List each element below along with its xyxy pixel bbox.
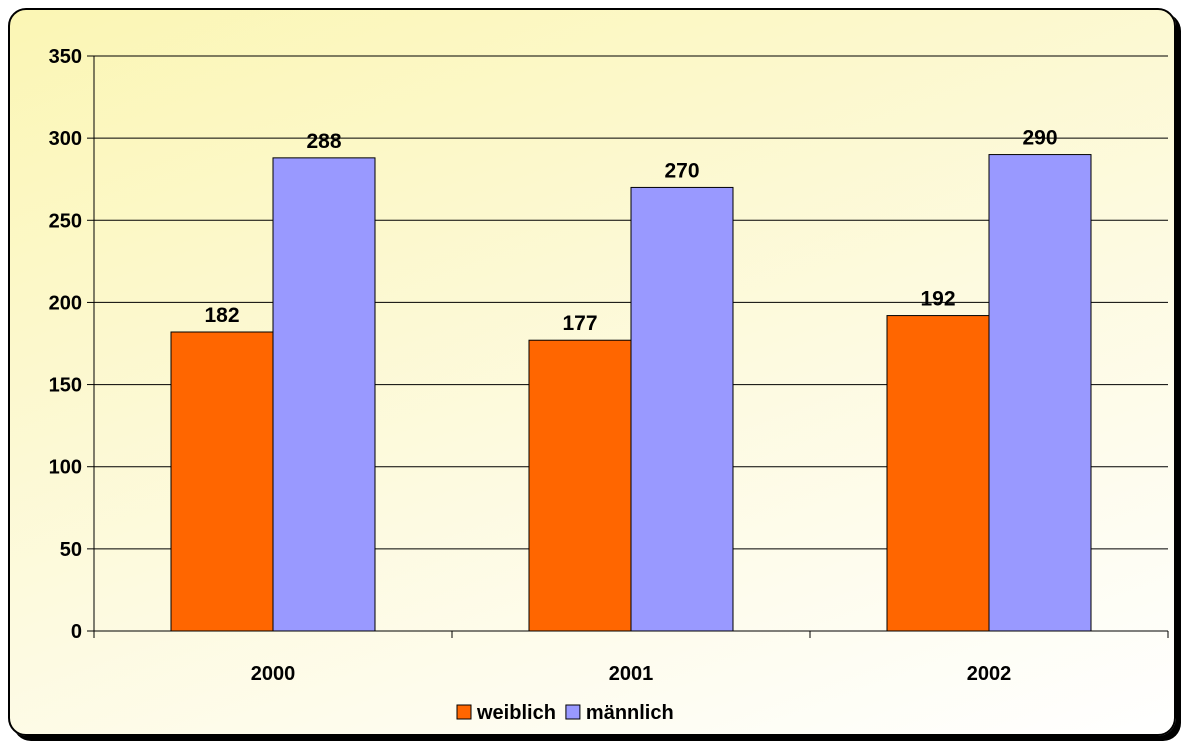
data-label: 288 [306,130,341,153]
data-label: 182 [204,304,239,327]
bar-männlich-2000 [272,157,376,632]
bar-weiblich-2002 [886,315,990,632]
y-tick-label: 50 [60,539,82,561]
bar-weiblich-2000 [170,331,274,632]
y-tick-label: 350 [49,46,82,68]
x-tick-label: 2001 [609,663,654,685]
bar-männlich-2002 [988,154,1092,632]
bar-weiblich-2001 [528,339,632,632]
y-tick-label: 0 [71,621,82,643]
legend: weiblich männlich [456,702,674,724]
y-tick-label: 200 [49,292,82,314]
x-axis-ticks: 2000 2001 2002 [93,631,1169,685]
data-label: 270 [664,159,699,182]
y-tick-label: 300 [49,128,82,150]
bar-männlich-2001 [630,186,734,632]
legend-swatch-weiblich [456,704,472,720]
axes [93,56,1168,632]
x-tick-label: 2002 [967,663,1012,685]
data-label: 192 [920,288,955,311]
y-tick-label: 250 [49,210,82,232]
x-tick-label: 2000 [251,663,296,685]
bar-chart: 0 50 100 150 200 250 300 350 182 288 177 270 192 290… [49,46,1169,724]
y-axis-ticks: 0 50 100 150 200 250 300 350 [49,46,94,643]
legend-label-männlich: männlich [586,702,674,724]
y-tick-label: 150 [49,375,82,397]
data-label: 290 [1022,127,1057,150]
y-tick-label: 100 [49,457,82,479]
legend-label-weiblich: weiblich [476,702,556,724]
data-label: 177 [562,312,597,335]
bars: 182 288 177 270 192 290 [170,127,1092,632]
chart-frame: 0 50 100 150 200 250 300 350 182 288 177 270 192 290… [8,8,1176,736]
legend-swatch-männlich [565,704,581,720]
